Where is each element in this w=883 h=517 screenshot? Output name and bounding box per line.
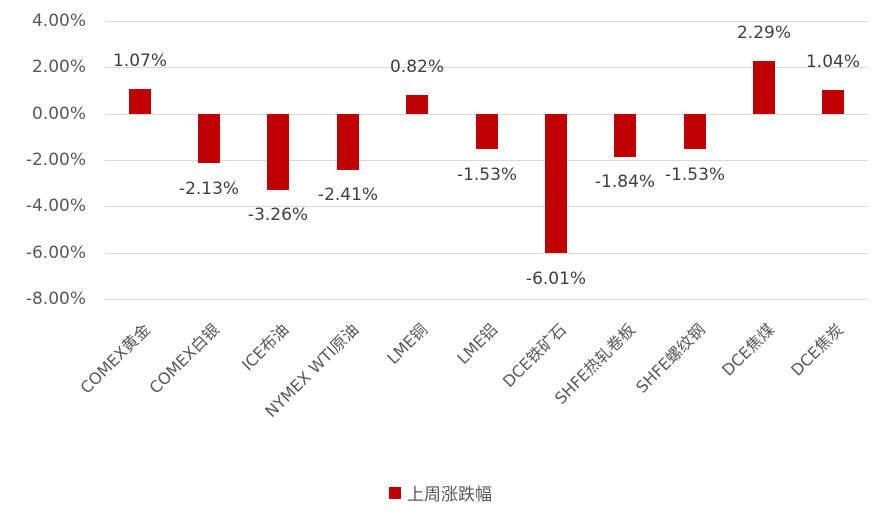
legend: 上周涨跌幅 [389, 480, 492, 505]
y-tick-label: -8.00% [25, 289, 86, 309]
legend-label: 上周涨跌幅 [407, 485, 492, 505]
gridline [105, 160, 868, 161]
bar [129, 89, 151, 114]
legend-swatch [389, 486, 401, 499]
bar [684, 114, 706, 149]
y-tick-label: -4.00% [25, 196, 86, 216]
gridline [105, 253, 868, 254]
bar [198, 114, 220, 163]
bar [337, 114, 359, 170]
gridline [105, 67, 868, 68]
bar [614, 114, 636, 157]
data-label: 0.82% [389, 57, 445, 77]
x-tick-label: LME铝 [453, 319, 502, 368]
data-label: -6.01% [525, 269, 587, 289]
gridline [105, 21, 868, 22]
x-tick-label: DCE焦炭 [787, 319, 847, 380]
y-tick-label: 2.00% [31, 57, 86, 77]
y-tick-label: 0.00% [31, 104, 86, 124]
data-label: -1.53% [456, 165, 518, 185]
x-tick-label: DCE焦煤 [718, 319, 778, 380]
data-label: -3.26% [247, 205, 309, 225]
data-label: 2.29% [736, 23, 792, 43]
y-tick-label: -6.00% [25, 243, 86, 263]
x-tick-label: COMEX黄金 [76, 319, 155, 398]
x-tick-label: ICE布油 [237, 319, 293, 375]
data-label: -2.41% [317, 185, 379, 205]
data-label: 1.04% [805, 52, 861, 72]
bar [267, 114, 289, 190]
data-label: -1.84% [594, 172, 656, 192]
x-tick-label: DCE铁矿石 [498, 319, 570, 392]
data-label: -2.13% [178, 179, 240, 199]
bar [406, 95, 428, 114]
gridline [105, 299, 868, 300]
y-tick-label: -2.00% [25, 150, 86, 170]
y-tick-label: 4.00% [31, 11, 86, 31]
bar [476, 114, 498, 149]
x-tick-label: LME铜 [383, 319, 432, 368]
gridline [105, 206, 868, 207]
bar [545, 114, 567, 253]
bar [822, 90, 844, 114]
x-tick-label: COMEX白银 [145, 319, 224, 398]
x-tick-label: SHFE螺纹钢 [632, 319, 709, 397]
data-label: -1.53% [664, 165, 726, 185]
data-label: 1.07% [112, 51, 168, 71]
bar [753, 61, 775, 114]
